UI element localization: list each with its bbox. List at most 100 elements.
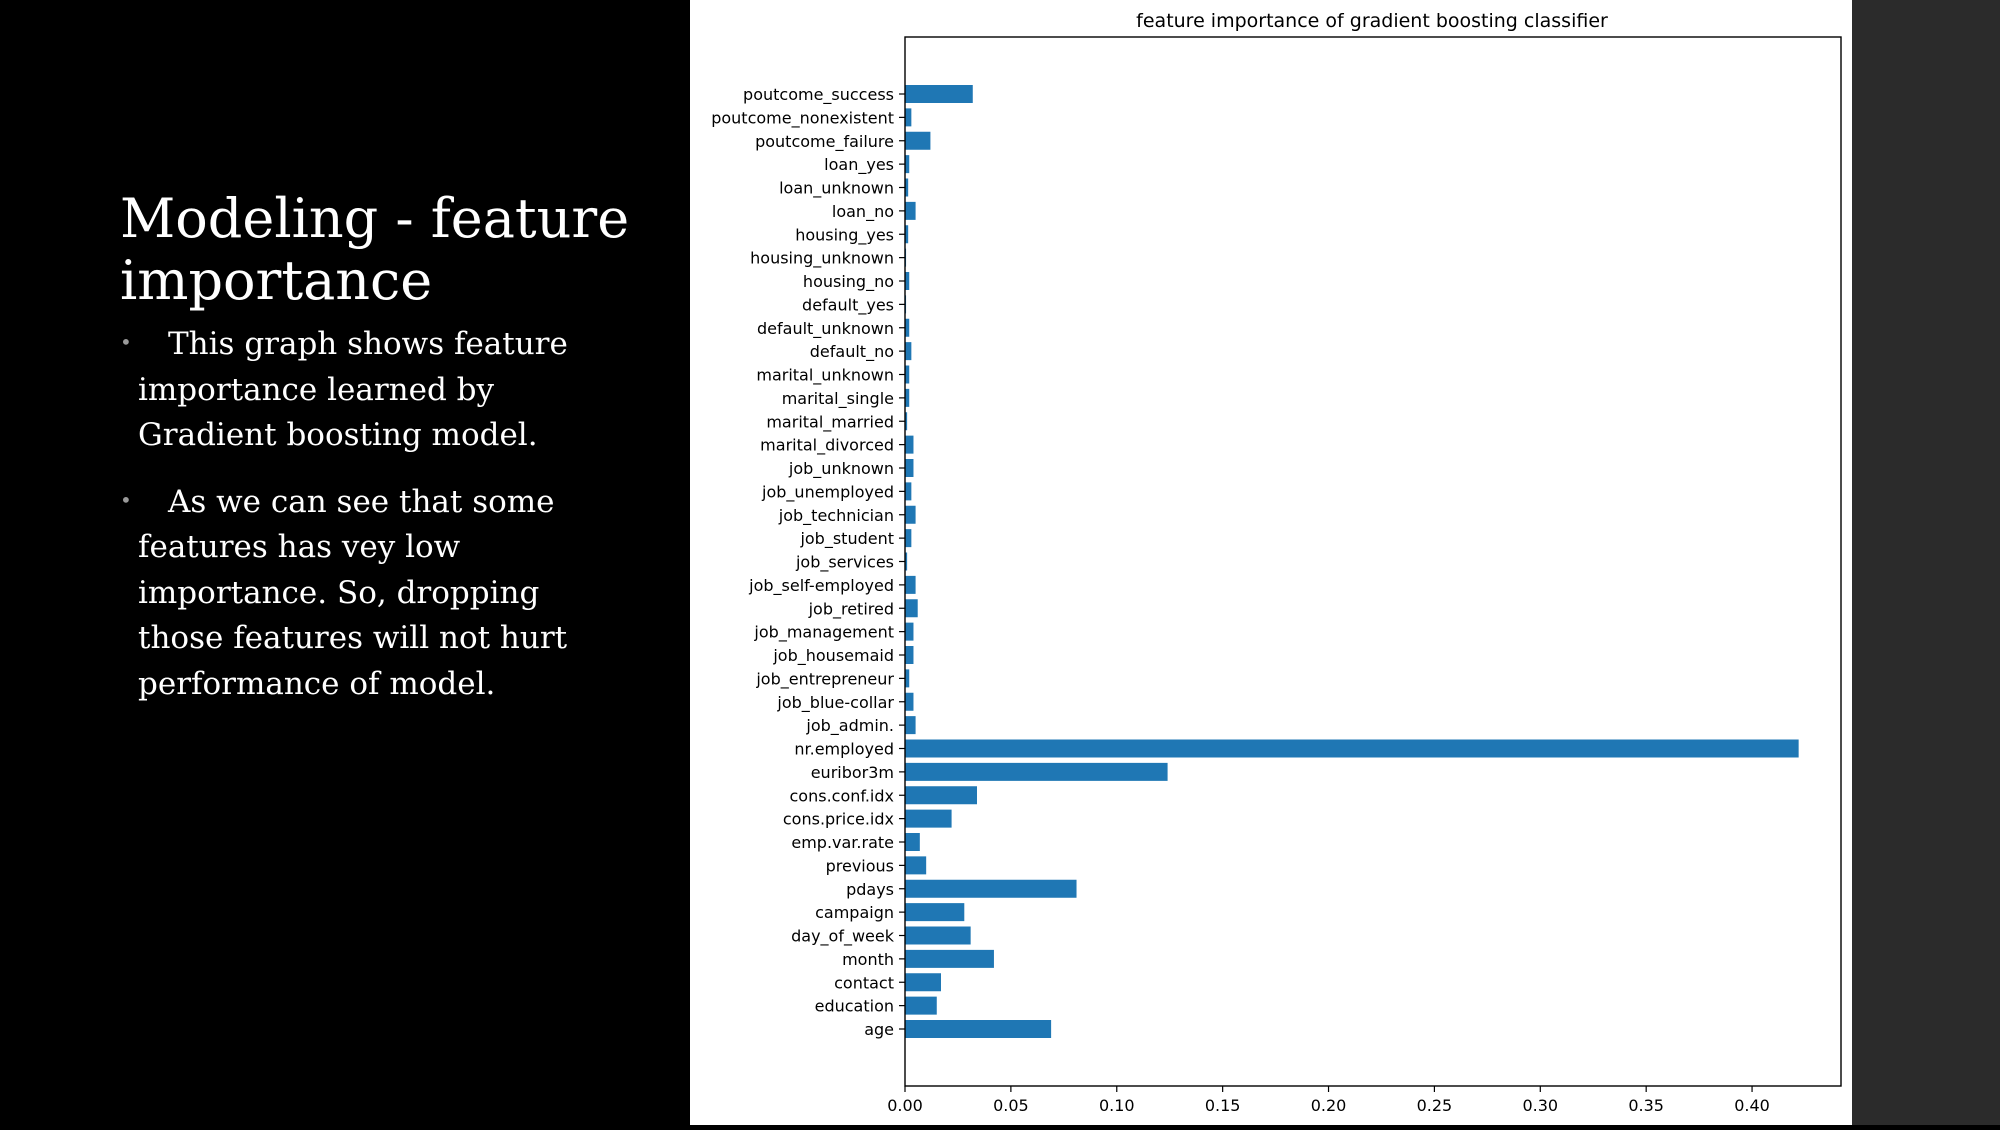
bar-euribor3m — [905, 762, 1168, 781]
y-tick-label: default_no — [810, 342, 894, 362]
bar-loan_yes — [905, 155, 910, 174]
bar-job_entrepreneur — [905, 669, 910, 688]
bullet-dot-icon: • — [120, 487, 132, 512]
y-tick-label: job_unknown — [788, 459, 894, 479]
x-tick-label: 0.20 — [1311, 1096, 1347, 1115]
bullet-text: As we can see that some features has vey… — [138, 483, 568, 702]
y-tick-label: education — [815, 997, 894, 1016]
y-tick-label: previous — [826, 856, 894, 875]
x-tick-label: 0.10 — [1099, 1096, 1135, 1115]
y-tick-label: marital_single — [782, 389, 894, 409]
y-tick-label: job_housemaid — [772, 646, 894, 666]
x-tick-label: 0.05 — [993, 1096, 1029, 1115]
bar-loan_unknown — [905, 178, 909, 197]
y-tick-label: marital_married — [766, 412, 894, 432]
bar-emp.var.rate — [905, 833, 920, 851]
bar-poutcome_failure — [905, 131, 931, 150]
feature-importance-chart: feature importance of gradient boosting … — [711, 10, 1842, 1115]
y-tick-label: job_entrepreneur — [755, 669, 894, 689]
y-tick-label: euribor3m — [811, 763, 894, 782]
bar-cons.conf.idx — [905, 786, 977, 805]
y-tick-label: day_of_week — [791, 927, 895, 947]
y-tick-label: marital_divorced — [760, 436, 894, 456]
y-tick-label: job_technician — [778, 506, 894, 526]
bullet-dot-icon: • — [120, 330, 132, 354]
y-tick-label: loan_yes — [824, 155, 894, 175]
bar-default_no — [905, 342, 912, 361]
bullet-text: This graph shows feature importance lear… — [138, 326, 568, 453]
bar-loan_no — [905, 201, 916, 220]
chart-panel: feature importance of gradient boosting … — [690, 0, 1852, 1125]
bullet-list: • This graph shows feature importance le… — [120, 322, 600, 728]
bar-age — [905, 1020, 1052, 1038]
bar-marital_unknown — [905, 365, 910, 384]
y-tick-label: cons.conf.idx — [790, 786, 895, 805]
y-tick-label: pdays — [846, 880, 894, 899]
bar-job_housemaid — [905, 646, 914, 664]
bar-job_admin. — [905, 716, 916, 735]
chart-title: feature importance of gradient boosting … — [1136, 10, 1608, 32]
bar-previous — [905, 856, 927, 875]
x-tick-label: 0.00 — [887, 1096, 923, 1115]
bullet-item: • As we can see that some features has v… — [120, 480, 600, 708]
y-tick-label: nr.employed — [794, 740, 894, 759]
x-tick-label: 0.15 — [1205, 1096, 1241, 1115]
y-tick-label: job_student — [799, 529, 894, 549]
y-tick-label: job_self-employed — [748, 576, 894, 596]
y-tick-label: poutcome_success — [743, 85, 894, 105]
bar-housing_yes — [905, 225, 909, 244]
bar-default_unknown — [905, 318, 910, 337]
y-tick-label: job_unemployed — [761, 482, 894, 502]
y-tick-label: housing_yes — [795, 225, 894, 245]
bar-marital_divorced — [905, 435, 914, 454]
y-tick-label: default_yes — [802, 295, 894, 315]
bar-month — [905, 949, 994, 968]
bar-contact — [905, 973, 941, 992]
y-tick-label: job_blue-collar — [776, 693, 894, 713]
y-tick-label: job_admin. — [805, 716, 894, 736]
bar-pdays — [905, 879, 1077, 898]
x-tick-label: 0.35 — [1628, 1096, 1664, 1115]
bar-job_student — [905, 529, 912, 548]
y-tick-label: job_services — [795, 553, 894, 573]
bar-poutcome_nonexistent — [905, 108, 912, 127]
bar-job_unemployed — [905, 482, 912, 501]
y-tick-label: housing_no — [803, 272, 894, 292]
bar-nr.employed — [905, 739, 1799, 758]
y-tick-label: job_retired — [808, 599, 894, 619]
y-tick-label: cons.price.idx — [783, 810, 894, 829]
y-tick-label: poutcome_nonexistent — [711, 108, 894, 128]
bullet-item: • This graph shows feature importance le… — [120, 322, 600, 459]
y-tick-label: marital_unknown — [756, 366, 894, 386]
bar-campaign — [905, 903, 965, 922]
bar-job_self-employed — [905, 575, 916, 594]
bar-job_retired — [905, 599, 918, 618]
bar-day_of_week — [905, 926, 971, 945]
bar-marital_married — [905, 412, 908, 431]
bar-housing_no — [905, 272, 910, 290]
x-tick-label: 0.25 — [1417, 1096, 1453, 1115]
bar-education — [905, 996, 937, 1015]
y-tick-label: age — [864, 1020, 894, 1039]
y-tick-label: loan_unknown — [779, 179, 894, 199]
slide-title: Modeling - feature importance — [120, 187, 630, 312]
side-strip — [1852, 0, 2000, 1125]
y-tick-label: month — [842, 950, 894, 969]
y-tick-label: campaign — [815, 903, 894, 922]
bar-job_services — [905, 552, 908, 571]
y-tick-label: default_unknown — [757, 319, 894, 339]
bar-marital_single — [905, 388, 910, 407]
y-tick-label: contact — [834, 973, 894, 992]
y-tick-label: emp.var.rate — [791, 833, 894, 852]
bar-job_unknown — [905, 459, 914, 477]
y-tick-label: housing_unknown — [750, 249, 894, 269]
bar-job_technician — [905, 505, 916, 524]
y-tick-label: loan_no — [832, 202, 894, 222]
plot-frame — [904, 36, 1842, 1087]
bar-cons.price.idx — [905, 809, 952, 828]
x-tick-label: 0.30 — [1522, 1096, 1558, 1115]
bar-job_management — [905, 622, 914, 641]
y-tick-label: job_management — [753, 623, 894, 643]
bar-poutcome_success — [905, 85, 973, 103]
y-tick-label: poutcome_failure — [755, 132, 894, 152]
